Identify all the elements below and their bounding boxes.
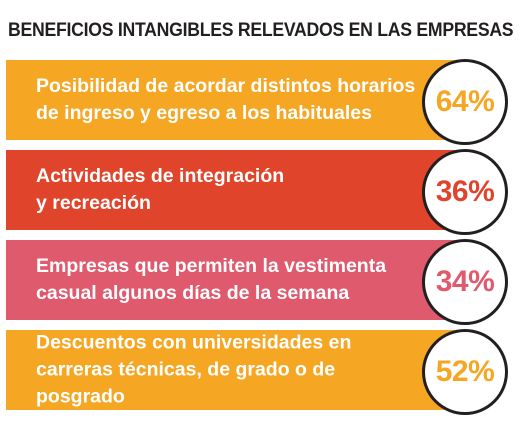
chart-title: BENEFICIOS INTANGIBLES RELEVADOS EN LAS … [8,20,514,41]
benefit-bar [6,60,469,140]
percent-value: 34% [435,265,495,298]
benefit-label: Posibilidad de acordar distintos horario… [36,75,416,124]
benefit-row-3: Descuentos con universidades en carreras… [6,329,514,415]
percent-circle: 64% [422,59,508,145]
percent-value: 64% [435,85,495,118]
percent-circle: 34% [422,239,508,325]
benefit-row-1: Actividades de integración y recreación … [6,149,514,235]
benefit-row-0: Posibilidad de acordar distintos horario… [6,59,514,145]
benefit-label: Actividades de integración y recreación [36,165,285,214]
benefit-bar [6,150,469,230]
percent-circle: 36% [422,149,508,235]
benefit-row-2: Empresas que permiten la vestimenta casu… [6,239,514,325]
percent-circle: 52% [422,329,508,415]
benefit-label: Descuentos con universidades en carreras… [36,331,352,408]
percent-value: 52% [435,355,495,388]
percent-value: 36% [435,175,495,208]
benefit-bar [6,240,469,320]
benefit-label: Empresas que permiten la vestimenta casu… [36,255,387,304]
benefit-bar [6,330,469,410]
